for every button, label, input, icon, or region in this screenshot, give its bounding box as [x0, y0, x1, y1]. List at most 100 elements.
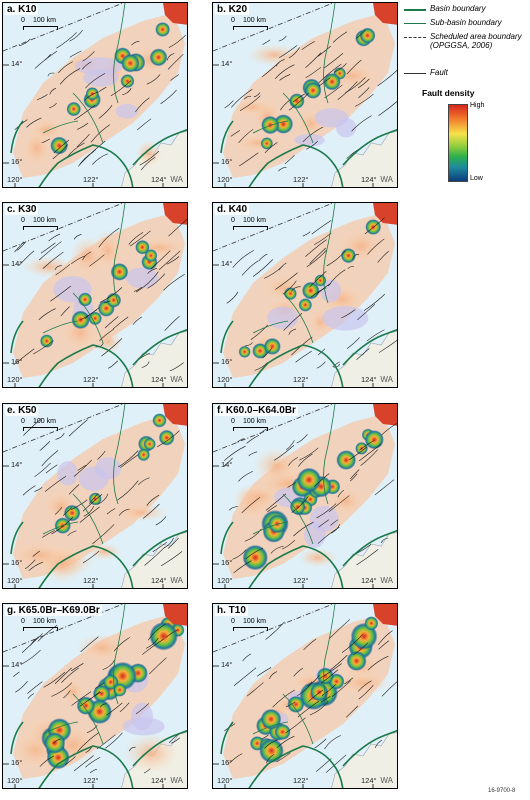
coastline: [121, 331, 187, 387]
fault-line: [90, 124, 111, 143]
fault-line: [241, 260, 259, 276]
scheduled-area-boundary: [3, 3, 124, 52]
fault-line: [74, 104, 96, 121]
fault-line: [68, 419, 88, 437]
fault-line: [293, 521, 314, 537]
fault-line: [98, 87, 107, 92]
fault-line: [38, 308, 56, 320]
fault-line: [67, 530, 77, 537]
fault-line: [68, 484, 80, 495]
fault-line: [85, 73, 106, 89]
sub-basin-boundary: [252, 203, 336, 344]
fault-line: [346, 59, 362, 75]
scale-zero-label: 0: [21, 217, 25, 224]
sub-basin-boundary: [42, 404, 126, 545]
fault-line: [280, 99, 290, 111]
density-blob: [246, 43, 302, 67]
fault-line: [79, 506, 100, 523]
fault-line: [357, 680, 372, 692]
fault-line: [118, 450, 139, 468]
density-hotspot: [296, 467, 322, 492]
fault-line: [345, 77, 366, 94]
fault-line: [324, 735, 341, 750]
fault-line: [333, 363, 340, 368]
fault-line: [163, 273, 185, 291]
lon-124-label: 124°: [361, 175, 377, 184]
fault-line: [169, 362, 184, 372]
fault-line: [33, 340, 54, 355]
lat-16-label: 16°: [11, 558, 23, 567]
scale-zero-label: 0: [231, 17, 235, 24]
scale-zero-label: 0: [231, 418, 235, 425]
fault-line: [293, 667, 303, 677]
fault-line: [367, 238, 385, 255]
fault-line: [262, 347, 273, 359]
fault-line: [259, 428, 267, 435]
density-hotspot: [158, 429, 175, 446]
density-hotspot: [260, 137, 274, 150]
fault-line: [239, 152, 259, 167]
fault-line: [69, 50, 82, 58]
fault-line: [328, 619, 350, 640]
lon-122-label: 122°: [293, 776, 309, 785]
basin-boundary: [10, 521, 187, 588]
wa-label: WA: [170, 576, 183, 585]
density-hotspot: [50, 136, 69, 155]
density-low-area: [267, 306, 299, 330]
graticule-ticks: [213, 64, 374, 187]
fault-line: [79, 149, 96, 165]
fault-line: [51, 516, 74, 535]
map-panel-1: a. K10 0 100 km 14° 16° 120° 122° 124° WA: [2, 2, 188, 188]
fault-line: [54, 667, 72, 684]
fault-line: [18, 38, 31, 47]
density-blob: [123, 732, 179, 774]
fault-line: [142, 638, 165, 655]
density-blob: [22, 256, 76, 278]
scheduled-area-boundary: [3, 203, 124, 252]
lat-16-label: 16°: [11, 357, 23, 366]
fault-line: [329, 654, 348, 672]
fault-line: [356, 348, 370, 361]
panel-title: a. K10: [5, 4, 39, 15]
map-panel-6: f. K60.0–K64.0Br 0 100 km 14° 16° 120° 122° 124…: [212, 403, 398, 589]
fault-line: [252, 259, 274, 277]
density-hotspot: [110, 263, 129, 281]
density-hotspot: [113, 683, 127, 697]
fault-line: [270, 545, 284, 554]
fault-line: [138, 477, 150, 486]
fault-line: [120, 454, 139, 468]
fault-line: [82, 51, 95, 62]
scale-zero-label: 0: [21, 618, 25, 625]
legend-basin-boundary: Basin boundary: [402, 4, 530, 16]
fault-line: [99, 287, 123, 303]
wa-label: WA: [380, 576, 393, 585]
fault-line: [21, 633, 43, 653]
fault-line: [91, 153, 108, 165]
density-low-area: [320, 279, 341, 303]
density-high-area: [373, 3, 397, 25]
fault-line: [85, 757, 101, 768]
fault-line: [61, 667, 79, 683]
fault-line: [309, 271, 327, 288]
fault-line: [317, 526, 340, 544]
fault-line: [144, 546, 166, 566]
fault-line: [306, 140, 318, 150]
fault-line: [374, 739, 383, 748]
fault-line: [298, 453, 313, 467]
sub-basin-boundary: [252, 604, 336, 745]
fault-line: [45, 464, 58, 474]
fault-line: [325, 754, 347, 773]
map-canvas: [3, 604, 187, 788]
map-panel-2: b. K20 0 100 km 14° 16° 120° 122° 124° WA: [212, 2, 398, 188]
wa-label: WA: [170, 375, 183, 384]
fault-line: [310, 287, 327, 298]
fault-line: [275, 272, 298, 290]
fault-line: [321, 683, 337, 696]
panel-title: h. T10: [215, 605, 248, 616]
fault-line: [314, 473, 330, 487]
fault-line: [229, 753, 243, 764]
fault-line: [170, 74, 180, 81]
density-blob: [21, 128, 53, 168]
lat-14-label: 14°: [221, 59, 233, 68]
lon-122-label: 122°: [83, 375, 99, 384]
